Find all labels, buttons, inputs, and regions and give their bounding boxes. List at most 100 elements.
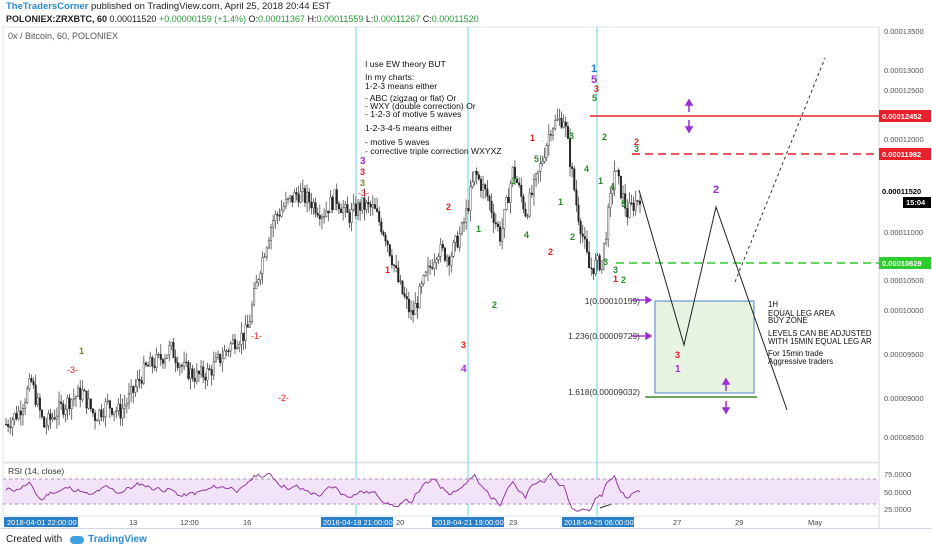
note-2: In my charts: <box>365 72 414 82</box>
candle-body <box>365 202 368 210</box>
price-tick: 0.00011000 <box>884 228 923 237</box>
rsi-tick: 50.0000 <box>884 488 911 497</box>
candle-body <box>537 171 540 174</box>
candle-body <box>465 208 468 223</box>
candle-body <box>528 192 531 217</box>
author-link[interactable]: TheTradersCorner <box>6 1 89 12</box>
wave-label: 5 <box>591 74 597 86</box>
wave-label: 4 <box>461 364 467 375</box>
pane-title: 0x / Bitcoin, 60, POLONIEX <box>8 31 118 41</box>
note-4: - ABC (zigzag or flat) Or <box>365 93 456 103</box>
time-tick: 20 <box>396 518 404 527</box>
candle-body <box>403 293 406 297</box>
candle-body <box>276 214 279 216</box>
buy-zone-box[interactable] <box>654 300 755 394</box>
time-tick: 16 <box>243 518 251 527</box>
open-value: 0.00011367 <box>258 14 305 24</box>
symbol-label[interactable]: POLONIEX:ZRXBTC, 60 <box>6 14 108 24</box>
price-tick: 0.00009000 <box>884 394 924 403</box>
candle-body <box>206 368 209 381</box>
projection-path <box>638 189 788 411</box>
candle-body <box>511 166 514 184</box>
candle-body <box>636 200 639 202</box>
candle-body <box>532 178 535 195</box>
candle-body <box>9 426 12 428</box>
candle-body <box>51 417 54 420</box>
candle-body <box>327 210 330 214</box>
candle-body <box>437 256 440 260</box>
candle-body <box>564 121 567 127</box>
tradingview-link[interactable]: TradingView <box>88 534 147 545</box>
candle-body <box>217 353 220 358</box>
candle-body <box>346 204 349 213</box>
candle-body <box>471 181 474 188</box>
candle-body <box>611 189 614 194</box>
candle-body <box>60 401 63 404</box>
candle-body <box>424 271 427 276</box>
candle-body <box>41 410 44 418</box>
candle-body <box>166 354 169 359</box>
candle-body <box>617 170 620 177</box>
candle-body <box>299 191 302 203</box>
wave-label: 2 <box>548 247 553 257</box>
candle-body <box>414 303 417 315</box>
candles-series <box>4 108 642 437</box>
candle-body <box>45 425 48 428</box>
candle-body <box>526 215 529 217</box>
low-label: L: <box>365 14 374 24</box>
candle-body <box>558 117 561 120</box>
candle-body <box>159 353 162 360</box>
price-axis[interactable]: 0.00013500 0.00013000 0.00012500 0.00012… <box>884 27 924 442</box>
candle-body <box>119 403 122 419</box>
wave-label: 4 <box>524 230 529 240</box>
candle-body <box>221 358 224 363</box>
candle-body <box>420 283 423 287</box>
candle-body <box>598 255 601 271</box>
rsi-axis: 75.0000 50.0000 25.0000 <box>884 470 911 514</box>
candle-body <box>630 202 633 204</box>
candle-body <box>113 411 116 415</box>
candle-body <box>547 134 550 146</box>
zone-note-6: For 15min trade <box>768 349 823 358</box>
candle-body <box>492 212 495 223</box>
candle-body <box>566 126 569 139</box>
candle-body <box>585 238 588 253</box>
candle-body <box>384 234 387 242</box>
price-tick: 0.00013500 <box>884 27 924 36</box>
candle-body <box>246 324 249 328</box>
candle-body <box>140 380 143 384</box>
chart-canvas[interactable]: 0x / Bitcoin, 60, POLONIEX 1(0.00010159)… <box>0 0 932 528</box>
candle-body <box>325 210 328 217</box>
candle-body <box>204 376 207 381</box>
candle-body <box>520 184 523 197</box>
candle-body <box>441 243 444 249</box>
candle-body <box>87 398 90 409</box>
note-6: - 1-2-3 of motive 5 waves <box>365 109 461 119</box>
wave-label: 1 <box>558 197 563 207</box>
candle-body <box>513 166 516 180</box>
wave-label: 3 <box>675 350 680 360</box>
candle-body <box>227 350 230 352</box>
ohlc-line: POLONIEX:ZRXBTC, 60 0.00011520 +0.000001… <box>6 13 479 25</box>
candle-body <box>397 267 400 282</box>
candle-body <box>155 354 158 368</box>
candle-body <box>17 410 20 420</box>
candle-body <box>121 408 124 419</box>
time-axis[interactable]: 2018-04-01 22:00:00 13 12:00 16 2018-04-… <box>4 517 822 527</box>
time-badge-text: 2018-04-25 06:00:00 <box>564 518 634 527</box>
candle-body <box>144 362 147 366</box>
wave-label: 3 <box>613 265 618 275</box>
note-3: 1-2-3 means either <box>365 81 437 91</box>
candle-body <box>463 221 466 224</box>
time-tick: May <box>808 518 822 527</box>
candle-body <box>539 163 542 172</box>
candle-body <box>507 197 510 203</box>
candle-body <box>350 209 353 223</box>
time-tick: 27 <box>673 518 681 527</box>
candle-body <box>96 420 99 422</box>
wave-label: 1 <box>530 133 535 143</box>
candle-body <box>248 321 251 328</box>
candle-body <box>569 138 572 167</box>
candle-body <box>161 359 164 364</box>
candle-body <box>280 209 283 217</box>
